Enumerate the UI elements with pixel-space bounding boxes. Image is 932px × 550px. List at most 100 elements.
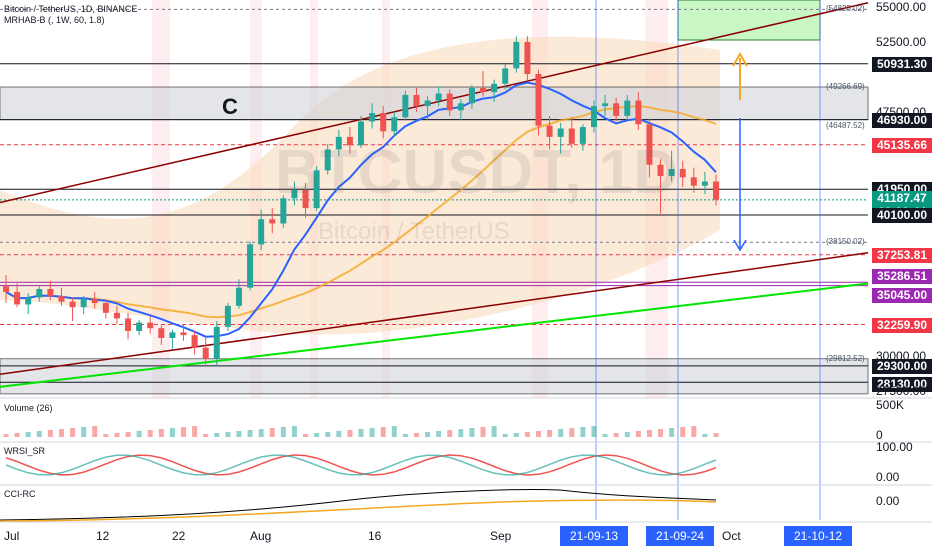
volume-bar [402,434,408,437]
volume-bar [169,428,175,437]
price-label[interactable]: 35286.51 [872,269,932,285]
price-label[interactable]: 37253.81 [872,247,932,263]
candle-body [169,332,176,338]
volume-bar [47,430,53,437]
candle-body [624,100,631,116]
volume-bar [236,431,242,437]
candle-body [446,93,453,111]
candle-body [424,100,431,107]
volume-bar [81,427,87,437]
level-tag: (29812.52) [826,353,865,363]
watermark-name: Bitcoin / TetherUS [318,218,510,245]
candle-body [690,177,697,186]
candle-body [502,68,509,84]
up-arrow [732,52,748,100]
wave-label-c[interactable]: C [222,94,238,119]
volume-bar [92,426,98,437]
candle-body [579,127,586,144]
volume-bar [380,427,386,437]
candle-body [513,41,520,69]
candle-body [701,181,708,186]
price-label[interactable]: 40100.00 [872,208,932,224]
candle-body [324,149,331,171]
price-label[interactable]: 35045.00 [872,287,932,303]
candle-body [91,298,98,304]
candle-body [191,335,198,348]
volume-bar [680,427,686,437]
candle-body [280,198,287,224]
volume-bar [225,432,231,437]
wrsi-line [5,454,717,476]
candle-body [613,103,620,116]
volume-bar [25,432,31,437]
green-trendline [0,282,869,388]
volume-bar [14,433,20,437]
candle-body [435,93,442,101]
candle-body [557,128,564,137]
indicator-tick: 0.00 [876,494,900,508]
volume-bar [269,428,275,437]
volume-bar [314,433,320,437]
candle-body [480,87,487,93]
price-tick: 55000.00 [876,0,927,14]
volume-bar [136,431,142,437]
candle-body [235,287,242,306]
orange-ma-line [5,104,717,319]
volume-bar [646,430,652,437]
volume-bar [192,426,198,437]
time-tick: 12 [96,529,110,543]
time-tick: Sep [490,529,512,543]
price-label[interactable]: 29300.00 [872,358,932,374]
volume-bar [347,430,353,437]
price-label[interactable]: 28130.00 [872,377,932,393]
wrsi-title[interactable]: WRSI_SR [4,446,46,456]
volume-bar [547,430,553,437]
price-label[interactable]: 46930.00 [872,112,932,128]
price-tick: 27500.00 [876,384,927,399]
watermark-symbol: BTCUSDT, 1D [275,138,679,207]
volume-bar [558,429,564,437]
candle-body [602,103,609,107]
volume-bar [103,434,109,437]
volume-bar [125,432,131,437]
volume-bar [336,431,342,437]
candle-body [102,303,109,313]
volume-bar [36,431,42,437]
candle-body [535,74,542,126]
candle-body [247,244,254,288]
candle-body [590,106,597,128]
lower-trendline [0,252,869,376]
volume-bar [469,428,475,437]
volume-bar [291,426,297,437]
candle-body [313,170,320,209]
volume-title[interactable]: Volume (26) [4,403,53,413]
candle-body [213,326,220,359]
date-marker-label[interactable]: 21-10-12 [784,526,853,546]
price-label[interactable]: 41187.47 [872,190,932,206]
candle-body [635,100,642,125]
indicator-title[interactable]: MRHAB-B (, 1W, 60, 1.8) [4,15,105,25]
candle-body [679,168,686,178]
candle-body [568,128,575,144]
candles [3,36,719,366]
symbol-title[interactable]: Bitcoin / TetherUS, 1D, BINANCE [4,4,138,14]
volume-bar [114,433,120,437]
date-marker-label[interactable]: 21-09-13 [560,526,629,546]
volume-bar [70,428,76,437]
price-label[interactable]: 32259.90 [872,317,932,333]
price-tick: 30000.00 [876,349,927,364]
candle-body [346,136,353,146]
candle-body [335,136,342,150]
time-tick: Jul [4,529,20,543]
volume-bar [691,426,697,437]
price-label[interactable]: 45135.66 [872,137,932,153]
candle-body [125,318,132,331]
date-marker-label[interactable]: 21-09-24 [646,526,715,546]
price-label[interactable]: 50931.30 [872,56,932,72]
cci-title[interactable]: CCI-RC [4,489,36,499]
candle-body [713,181,719,200]
candle-body [358,121,364,146]
volume-bar [214,433,220,437]
volume-bar [147,430,153,437]
